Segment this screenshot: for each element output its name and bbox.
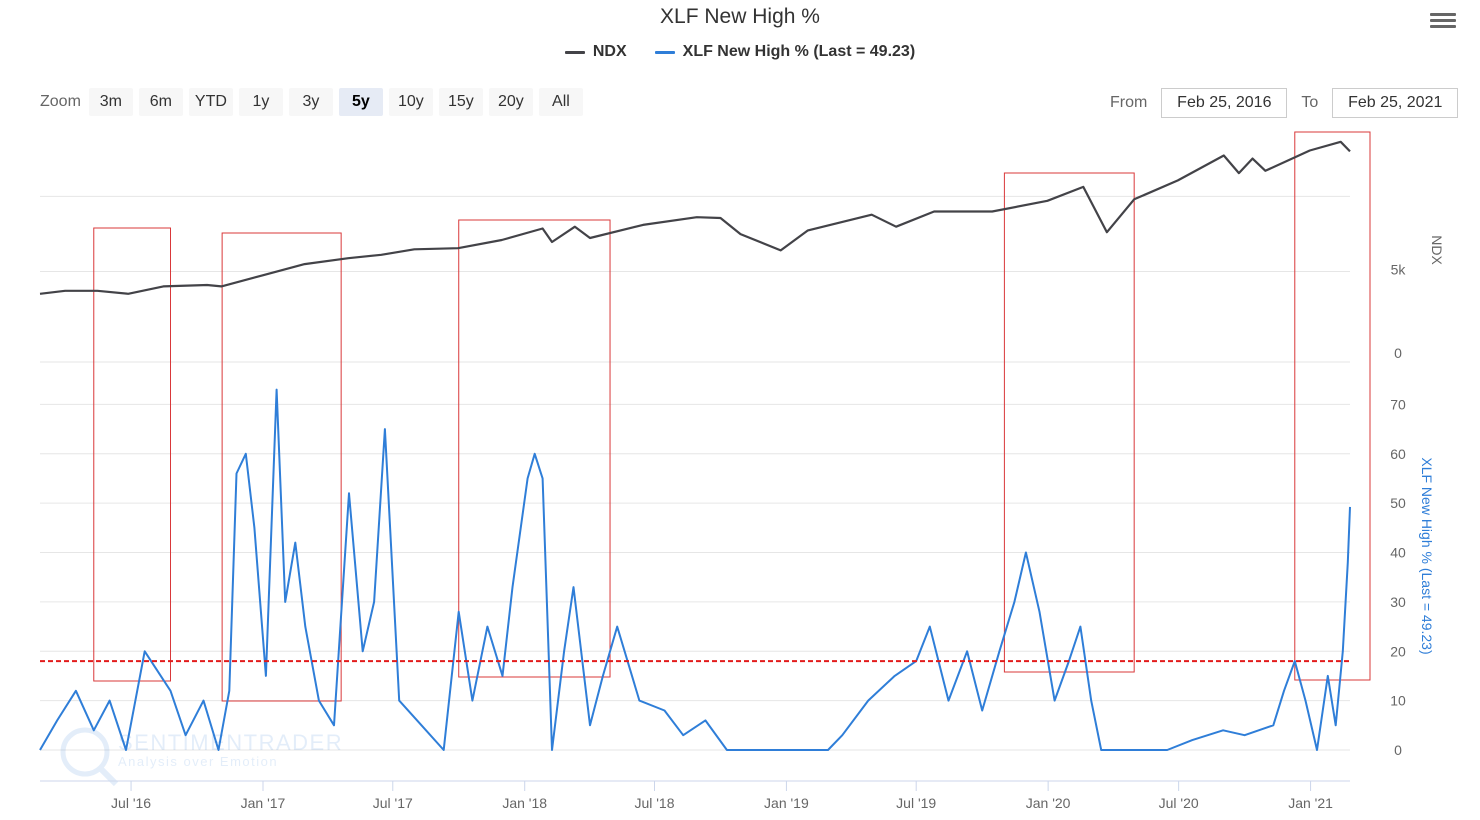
x-tick-label: Jul '19: [896, 795, 936, 811]
axis-layer: 5k NDX 0 10 20 30 40 50 60 70 0 XLF New High % (Las…: [40, 235, 1445, 811]
chart-legend: NDX XLF New High % (Last = 49.23): [0, 43, 1480, 61]
watermark-logo-icon: [60, 727, 110, 777]
zoom-label: Zoom: [40, 93, 81, 110]
hamburger-menu-icon[interactable]: [1430, 10, 1456, 36]
chart-title: XLF New High %: [660, 5, 820, 28]
watermark-tagline: Analysis over Emotion: [118, 754, 278, 769]
x-tick-label: Jul '20: [1159, 795, 1199, 811]
legend-label-ndx: NDX: [592, 43, 627, 60]
legend-label-xlf: XLF New High % (Last = 49.23): [682, 43, 916, 60]
grid-layer: [40, 195, 1350, 751]
series-layer: [39, 140, 1351, 751]
watermark-brand: SENTIMENTRADER: [118, 730, 343, 755]
y-axis-label-ndx: NDX: [1429, 235, 1445, 265]
x-tick-label: Jan '18: [502, 795, 547, 811]
y-axis-label-xlf: XLF New High % (Last = 49.23): [1419, 457, 1435, 654]
to-label: To: [1301, 94, 1319, 111]
y-tick-label-xlf: 40: [1390, 545, 1406, 561]
to-date-input[interactable]: Feb 25, 2021: [1332, 88, 1459, 118]
zoom-toolbar: Zoom 3m 6m YTD 1y 3y 5y 10y 15y 20y All: [40, 88, 583, 116]
from-label: From: [1110, 94, 1148, 111]
series-line-xlf: [39, 388, 1351, 751]
zoom-button-3m[interactable]: 3m: [88, 88, 133, 116]
highlight-box: [93, 227, 171, 682]
date-range-selector: From Feb 25, 2016 To Feb 25, 2021: [1110, 88, 1459, 118]
x-tick-label: Jan '17: [241, 795, 286, 811]
highlight-box: [1003, 172, 1135, 673]
zoom-button-6m[interactable]: 6m: [138, 88, 183, 116]
y-tick-label-pane-break: 0: [1394, 345, 1402, 361]
zoom-button-all[interactable]: All: [538, 88, 583, 116]
x-tick-label: Jan '19: [764, 795, 809, 811]
highlight-boxes: [93, 131, 1371, 702]
y-tick-label-xlf: 20: [1390, 643, 1406, 659]
from-date-input[interactable]: Feb 25, 2016: [1161, 88, 1288, 118]
y-tick-label-xlf: 60: [1390, 446, 1406, 462]
y-tick-label-xlf: 0: [1394, 742, 1402, 758]
y-tick-label-xlf: 70: [1390, 396, 1406, 412]
legend-swatch-ndx: [564, 50, 585, 54]
zoom-button-10y[interactable]: 10y: [388, 88, 433, 116]
legend-item-ndx[interactable]: NDX: [564, 43, 627, 61]
zoom-button-5y[interactable]: 5y: [338, 88, 383, 116]
highlight-box: [1294, 131, 1371, 681]
y-tick-label-xlf: 50: [1390, 495, 1406, 511]
series-line-ndx: [39, 140, 1351, 295]
zoom-button-1y[interactable]: 1y: [238, 88, 283, 116]
highlight-box: [458, 219, 611, 678]
x-tick-label: Jul '16: [111, 795, 151, 811]
x-tick-label: Jul '18: [634, 795, 674, 811]
highlight-box: [221, 232, 342, 702]
zoom-button-20y[interactable]: 20y: [488, 88, 533, 116]
y-tick-label-xlf: 30: [1390, 594, 1406, 610]
x-tick-label: Jan '20: [1026, 795, 1071, 811]
zoom-button-3y[interactable]: 3y: [288, 88, 333, 116]
watermark: SENTIMENTRADER Analysis over Emotion: [60, 727, 343, 787]
x-tick-label: Jan '21: [1288, 795, 1333, 811]
legend-item-xlf[interactable]: XLF New High % (Last = 49.23): [654, 43, 916, 61]
y-tick-label-xlf: 10: [1390, 693, 1406, 709]
zoom-button-15y[interactable]: 15y: [438, 88, 483, 116]
x-tick-label: Jul '17: [373, 795, 413, 811]
legend-swatch-xlf: [654, 50, 675, 54]
y-tick-label-ndx: 5k: [1391, 262, 1407, 278]
zoom-button-ytd[interactable]: YTD: [188, 88, 233, 116]
